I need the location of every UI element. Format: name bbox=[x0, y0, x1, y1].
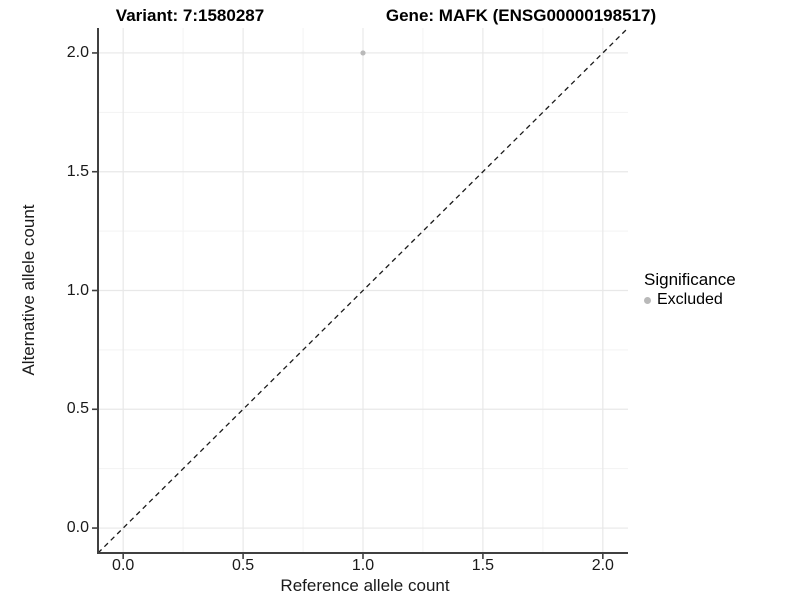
x-tick-label: 1.0 bbox=[351, 557, 375, 574]
x-axis-title: Reference allele count bbox=[280, 576, 450, 595]
y-axis-title: Alternative allele count bbox=[19, 204, 38, 376]
y-tick-label: 2.0 bbox=[66, 43, 89, 61]
x-tick-label: 0.0 bbox=[112, 557, 135, 574]
legend-entry-excluded: Excluded bbox=[644, 291, 723, 309]
y-tick-label: 1.0 bbox=[66, 281, 89, 299]
y-tick-label: 0.5 bbox=[66, 400, 89, 418]
plot-title-variant: Variant: 7:1580287 bbox=[115, 6, 265, 25]
x-tick-label: 0.5 bbox=[231, 557, 255, 574]
plot-title-gene: Gene: MAFK (ENSG00000198517) bbox=[385, 6, 657, 25]
legend-key-dot-icon bbox=[644, 296, 651, 304]
data-point bbox=[360, 50, 366, 56]
x-tick-label: 1.5 bbox=[471, 557, 495, 574]
x-tick-label: 2.0 bbox=[591, 557, 614, 574]
identity-line bbox=[97, 27, 629, 554]
y-tick-label: 1.5 bbox=[66, 162, 89, 180]
y-tick-label: 0.0 bbox=[66, 519, 89, 537]
legend-title: Significance bbox=[644, 270, 736, 289]
legend-entry-label: Excluded bbox=[657, 291, 723, 308]
